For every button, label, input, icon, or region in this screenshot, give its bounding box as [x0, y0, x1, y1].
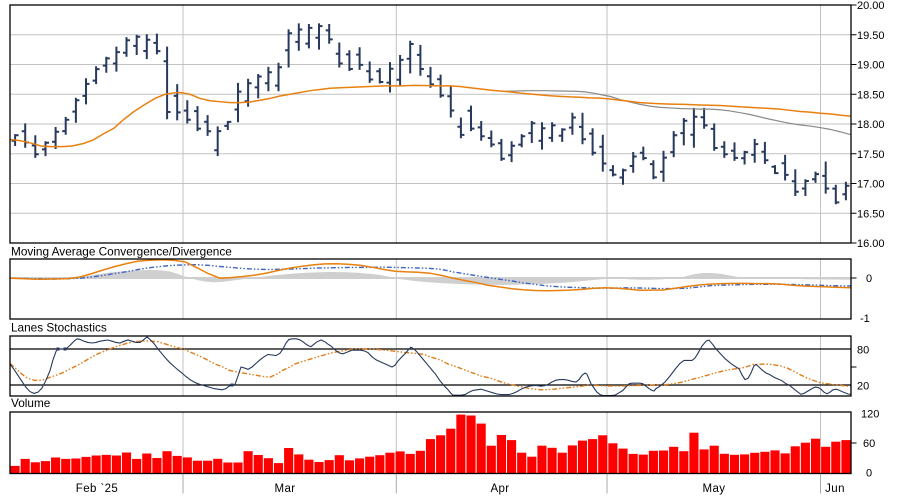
svg-text:60: 60 [863, 438, 875, 450]
svg-text:Moving Average Convergence/Div: Moving Average Convergence/Divergence [11, 245, 232, 259]
svg-text:0: 0 [866, 273, 872, 285]
svg-text:0: 0 [866, 468, 872, 480]
svg-text:20: 20 [857, 381, 869, 393]
svg-text:Jun: Jun [825, 483, 845, 495]
svg-text:17.50: 17.50 [857, 149, 885, 161]
svg-text:19.00: 19.00 [857, 60, 885, 72]
svg-text:Mar: Mar [274, 483, 295, 495]
svg-text:18.00: 18.00 [857, 119, 885, 131]
svg-text:18.50: 18.50 [857, 89, 885, 101]
svg-text:16.50: 16.50 [857, 208, 885, 220]
svg-text:Lanes Stochastics: Lanes Stochastics [11, 321, 107, 335]
svg-text:Apr: Apr [490, 483, 509, 495]
svg-text:17.00: 17.00 [857, 179, 885, 191]
svg-text:20.00: 20.00 [857, 0, 885, 12]
svg-text:May: May [703, 483, 726, 495]
svg-text:120: 120 [861, 409, 879, 421]
svg-text:Volume: Volume [11, 396, 51, 410]
svg-text:80: 80 [857, 345, 869, 357]
svg-text:-1: -1 [860, 313, 870, 325]
svg-text:Feb `25: Feb `25 [76, 483, 118, 495]
svg-text:16.00: 16.00 [857, 238, 885, 250]
svg-text:19.50: 19.50 [857, 30, 885, 42]
